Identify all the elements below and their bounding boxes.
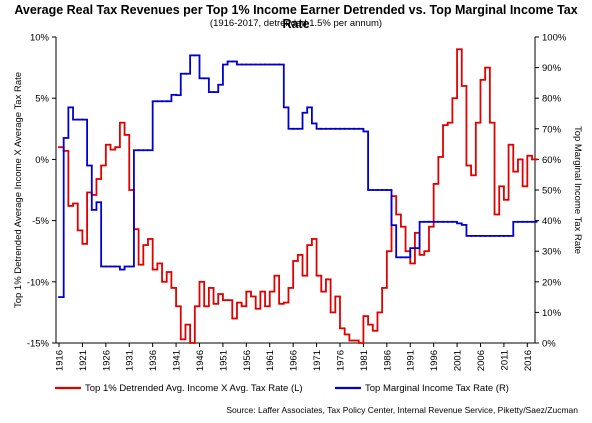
- x-tick-label: 1991: [406, 350, 417, 371]
- x-tick-label: 1951: [218, 350, 229, 371]
- y-tick-label-right: 0%: [542, 339, 556, 350]
- x-tick-label: 1966: [289, 350, 300, 371]
- chart-title: Average Real Tax Revenues per Top 1% Inc…: [14, 3, 578, 31]
- x-tick-label: 1976: [335, 350, 346, 371]
- x-tick-label: 1971: [312, 350, 323, 371]
- x-tick-label: 1996: [429, 350, 440, 371]
- y-tick-label-right: 80%: [542, 94, 562, 105]
- source-note: Source: Laffer Associates, Tax Policy Ce…: [226, 405, 578, 415]
- y-axis-label-left: Top 1% Detrended Average Income X Averag…: [13, 72, 24, 308]
- x-tick-label: 1981: [359, 350, 370, 371]
- series-0: [58, 48, 538, 344]
- x-tick-label: 1921: [78, 350, 89, 371]
- y-tick-label-right: 10%: [542, 308, 562, 319]
- chart-subtitle: (1916-2017, detrended 1.5% per annum): [209, 18, 383, 29]
- x-tick-label: 2001: [453, 350, 464, 371]
- x-tick-label: 1931: [125, 350, 136, 371]
- x-tick-label: 1986: [382, 350, 393, 371]
- y-tick-label-right: 40%: [542, 216, 562, 227]
- y-tick-label-right: 50%: [542, 186, 562, 197]
- y-tick-label-right: 70%: [542, 124, 562, 135]
- x-tick-label: 1916: [55, 350, 66, 371]
- x-tick-label: 1926: [101, 350, 112, 371]
- y-tick-label-left: -10%: [27, 277, 50, 288]
- x-tick-label: 2006: [476, 350, 487, 371]
- x-tick-label: 2011: [499, 350, 510, 370]
- legend-label-top1: Top 1% Detrended Avg. Income X Avg. Tax …: [85, 383, 303, 394]
- y-tick-label-left: 0%: [35, 155, 49, 166]
- y-axis-label-right: Top Marginal Income Tax Rate: [572, 126, 583, 254]
- y-tick-label-right: 100%: [542, 33, 567, 44]
- y-tick-label-left: 5%: [35, 94, 49, 105]
- x-tick-label: 1961: [265, 350, 276, 371]
- x-tick-label: 1941: [172, 350, 183, 371]
- legend: Top 1% Detrended Avg. Income X Avg. Tax …: [55, 383, 509, 394]
- y-tick-label-right: 30%: [542, 247, 562, 258]
- legend-label-top-rate: Top Marginal Income Tax Rate (R): [365, 383, 509, 394]
- x-tick-label: 1946: [195, 350, 206, 371]
- x-tick-label: 2016: [523, 350, 534, 371]
- x-tick-label: 1956: [242, 350, 253, 371]
- y-tick-label-left: -5%: [32, 216, 49, 227]
- y-tick-label-right: 20%: [542, 277, 562, 288]
- y-tick-label-left: -15%: [27, 339, 50, 350]
- series-1: [58, 54, 538, 299]
- y-tick-label-right: 60%: [542, 155, 562, 166]
- x-tick-label: 1936: [148, 350, 159, 371]
- y-tick-label-left: 10%: [30, 33, 50, 44]
- y-tick-label-right: 90%: [542, 63, 562, 74]
